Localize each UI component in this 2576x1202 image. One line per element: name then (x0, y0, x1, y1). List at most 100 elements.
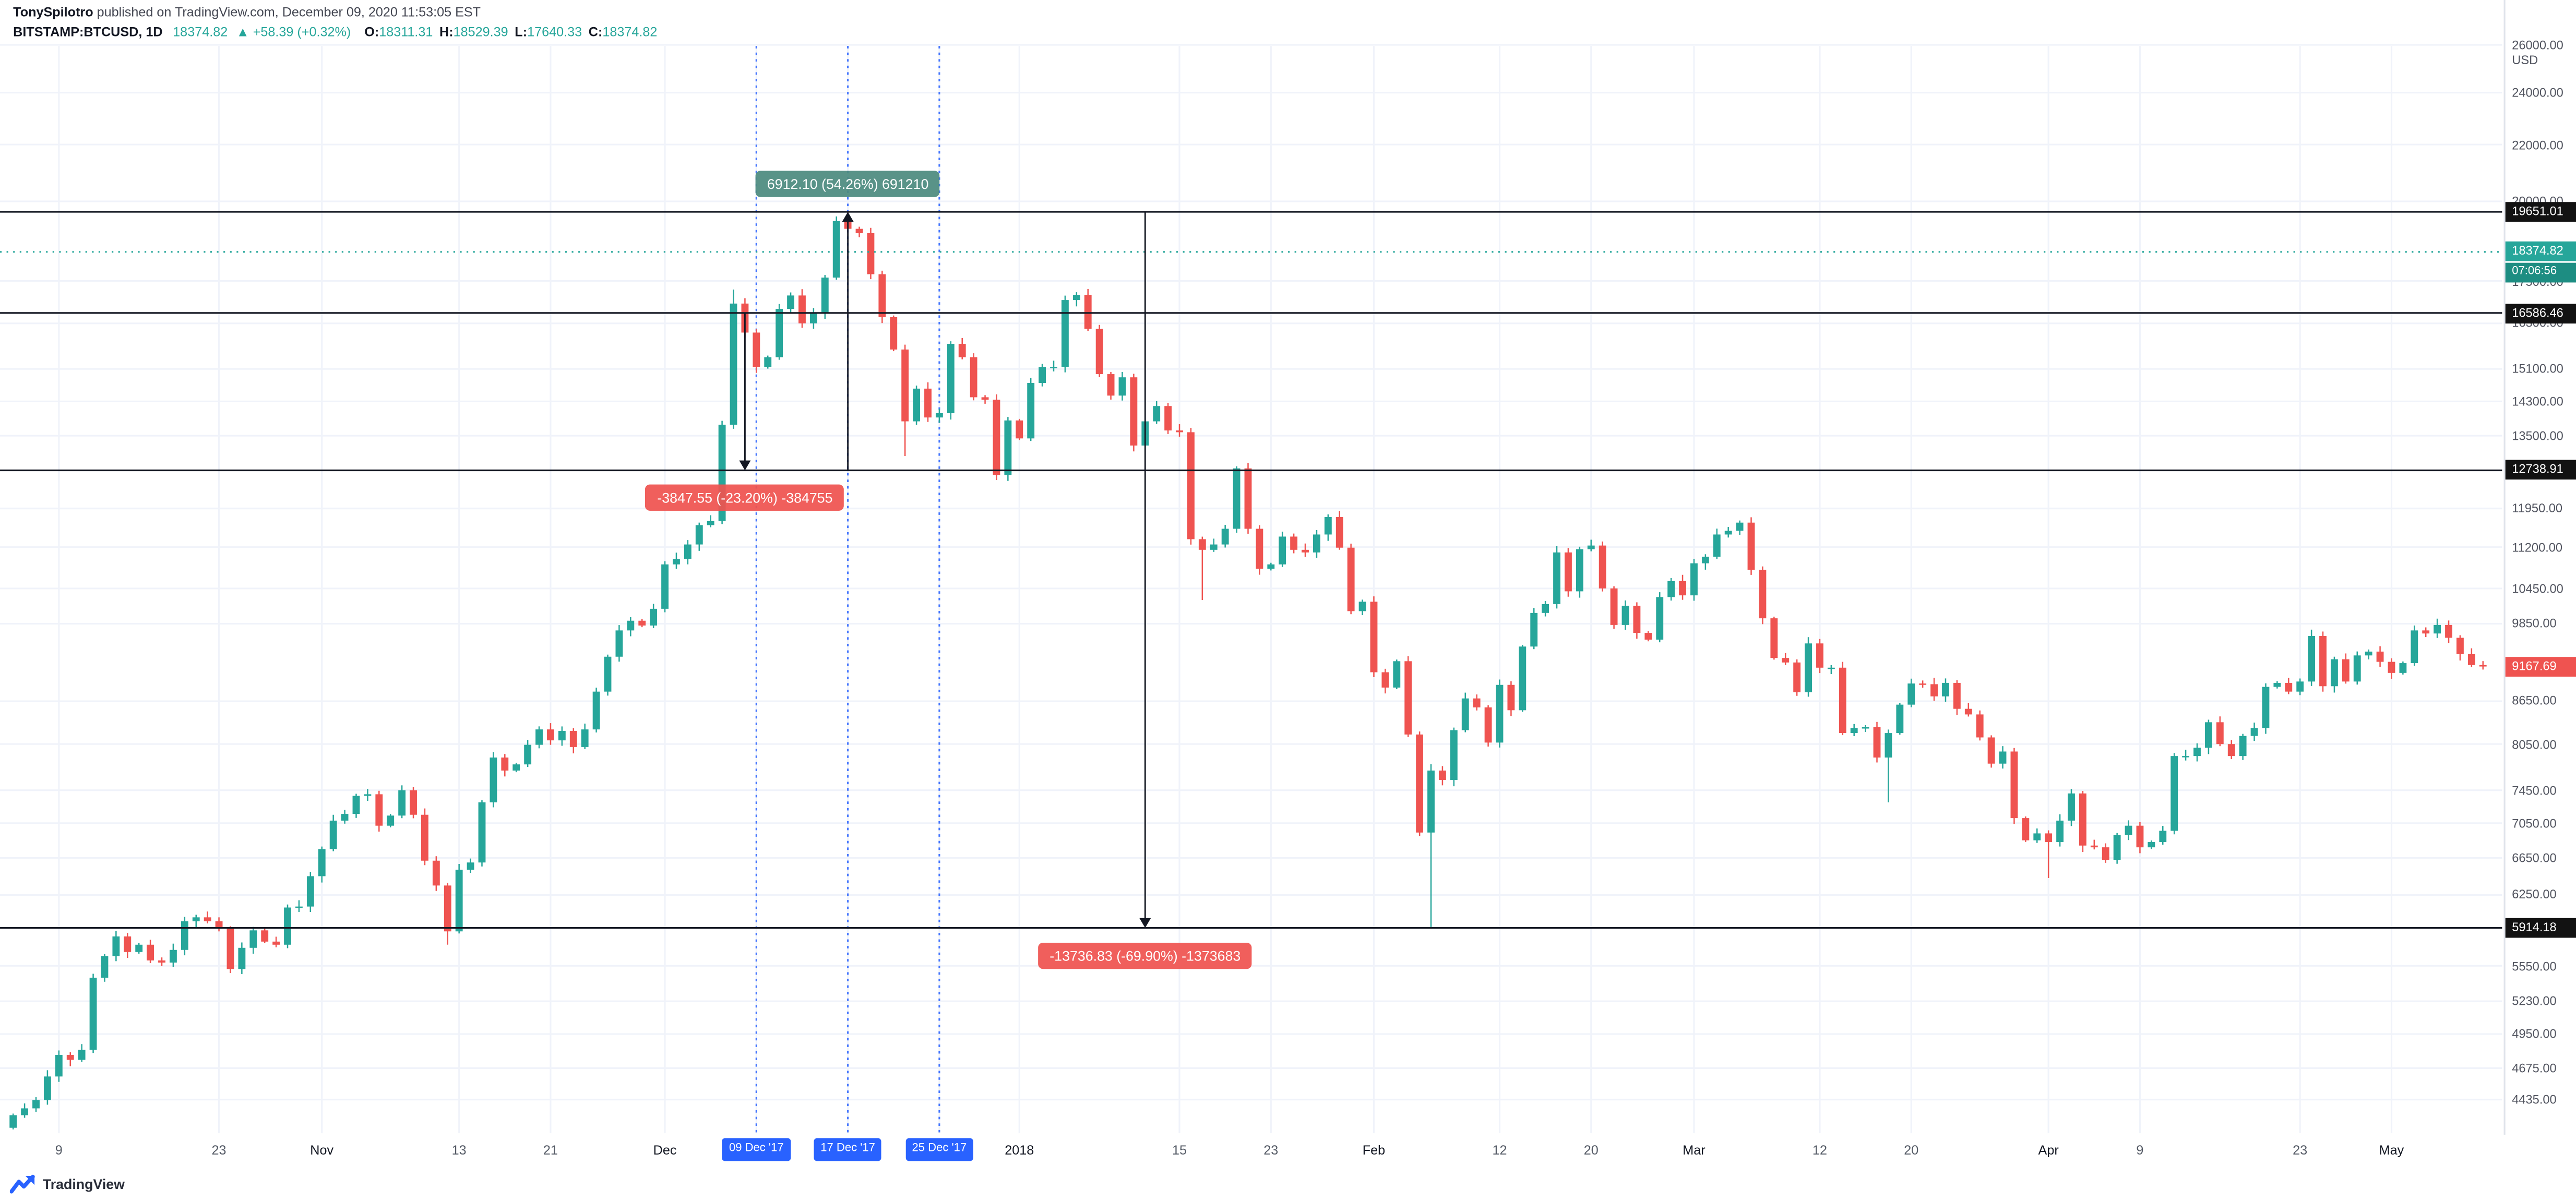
candle[interactable] (169, 943, 177, 967)
candle[interactable] (2204, 719, 2212, 754)
candle[interactable] (1633, 602, 1641, 639)
candle[interactable] (249, 927, 257, 954)
candle[interactable] (1290, 533, 1298, 554)
candle[interactable] (1381, 668, 1389, 694)
candle[interactable] (2148, 840, 2155, 849)
candle[interactable] (2227, 740, 2235, 760)
candle[interactable] (192, 915, 200, 928)
candle[interactable] (1050, 360, 1057, 371)
candle[interactable] (855, 226, 863, 237)
highlight-date-badge[interactable]: 25 Dec '17 (905, 1138, 973, 1161)
candle[interactable] (787, 292, 794, 312)
candle[interactable] (1885, 729, 1892, 802)
candle[interactable] (2296, 678, 2304, 695)
candle[interactable] (2193, 743, 2201, 762)
candle[interactable] (261, 929, 269, 943)
candle[interactable] (627, 617, 635, 636)
candle[interactable] (890, 315, 898, 352)
candle[interactable] (1358, 599, 1366, 616)
symbol-title[interactable]: BITSTAMP:BTCUSD, 1D (13, 25, 163, 40)
candle[interactable] (1553, 546, 1560, 609)
candle[interactable] (901, 344, 909, 456)
candle[interactable] (2079, 790, 2086, 852)
candle[interactable] (684, 540, 691, 564)
candle[interactable] (1279, 532, 1286, 567)
price-axis[interactable]: 26000.00USD24000.0022000.0020000.0017500… (2503, 0, 2576, 1135)
candle[interactable] (1221, 524, 1229, 548)
candle[interactable] (1873, 722, 1881, 763)
candle[interactable] (32, 1097, 40, 1112)
candle[interactable] (2456, 635, 2464, 661)
candle[interactable] (1095, 324, 1103, 377)
time-axis[interactable]: 9 23 Nov 13 21 Dec 2018 15 23 Feb 12 20 Mar 12 20 Apr 9 2… (0, 1135, 2504, 1170)
candle[interactable] (569, 728, 577, 754)
candle[interactable] (238, 942, 246, 974)
candle[interactable] (1473, 694, 1481, 711)
candle[interactable] (1484, 705, 1492, 747)
candle[interactable] (524, 740, 532, 767)
candle[interactable] (101, 954, 109, 982)
candle[interactable] (581, 723, 589, 749)
candle[interactable] (947, 341, 955, 420)
candle[interactable] (112, 931, 120, 961)
candle[interactable] (2239, 734, 2247, 760)
candle[interactable] (2136, 822, 2144, 854)
candle[interactable] (695, 522, 703, 551)
candle[interactable] (1724, 526, 1732, 538)
candle[interactable] (1164, 403, 1172, 434)
candle[interactable] (1347, 544, 1355, 615)
candle[interactable] (650, 604, 658, 628)
candle[interactable] (1976, 710, 1984, 741)
candle[interactable] (1793, 659, 1801, 696)
candle[interactable] (2388, 658, 2395, 679)
tradingview-watermark[interactable]: TradingView (9, 1171, 125, 1197)
candle[interactable] (1004, 417, 1012, 481)
candle[interactable] (318, 846, 326, 883)
candle[interactable] (1061, 295, 1069, 372)
candle[interactable] (147, 940, 154, 963)
candle[interactable] (1039, 364, 1046, 387)
candle[interactable] (2479, 661, 2487, 670)
candle[interactable] (604, 654, 612, 696)
candle[interactable] (1016, 418, 1023, 440)
candle[interactable] (1519, 645, 1526, 712)
measurement-label-pullback[interactable]: -3847.55 (-23.20%) -384755 (646, 485, 844, 512)
candle[interactable] (2045, 830, 2053, 879)
candle[interactable] (1072, 292, 1080, 307)
candle[interactable] (467, 858, 474, 873)
candle[interactable] (1644, 631, 1652, 642)
candle[interactable] (1335, 511, 1343, 550)
candle[interactable] (1450, 727, 1458, 787)
candle[interactable] (1736, 520, 1744, 535)
candle[interactable] (798, 289, 806, 328)
candle[interactable] (1862, 725, 1869, 732)
candle[interactable] (364, 789, 372, 801)
candle[interactable] (410, 787, 417, 819)
candle[interactable] (1759, 566, 1767, 624)
candle[interactable] (1827, 665, 1835, 674)
candle[interactable] (615, 625, 623, 662)
candle[interactable] (352, 794, 360, 818)
candle[interactable] (1256, 525, 1263, 575)
candle[interactable] (1690, 559, 1698, 601)
candle[interactable] (375, 790, 383, 832)
candle[interactable] (2125, 820, 2132, 840)
candle[interactable] (478, 800, 486, 867)
candle[interactable] (1233, 466, 1241, 533)
candle[interactable] (2319, 631, 2327, 692)
candle[interactable] (1896, 703, 1904, 735)
candle[interactable] (124, 933, 132, 958)
candle[interactable] (135, 943, 143, 954)
candle[interactable] (329, 814, 337, 851)
candle[interactable] (1130, 374, 1138, 452)
candle[interactable] (512, 763, 520, 773)
candle[interactable] (1210, 538, 1218, 552)
candle[interactable] (158, 957, 165, 966)
candle[interactable] (832, 216, 840, 280)
candle[interactable] (730, 290, 737, 429)
candle[interactable] (455, 863, 463, 934)
candle[interactable] (535, 726, 543, 749)
candle[interactable] (272, 936, 280, 947)
candle[interactable] (1907, 678, 1915, 707)
candle[interactable] (501, 754, 509, 777)
